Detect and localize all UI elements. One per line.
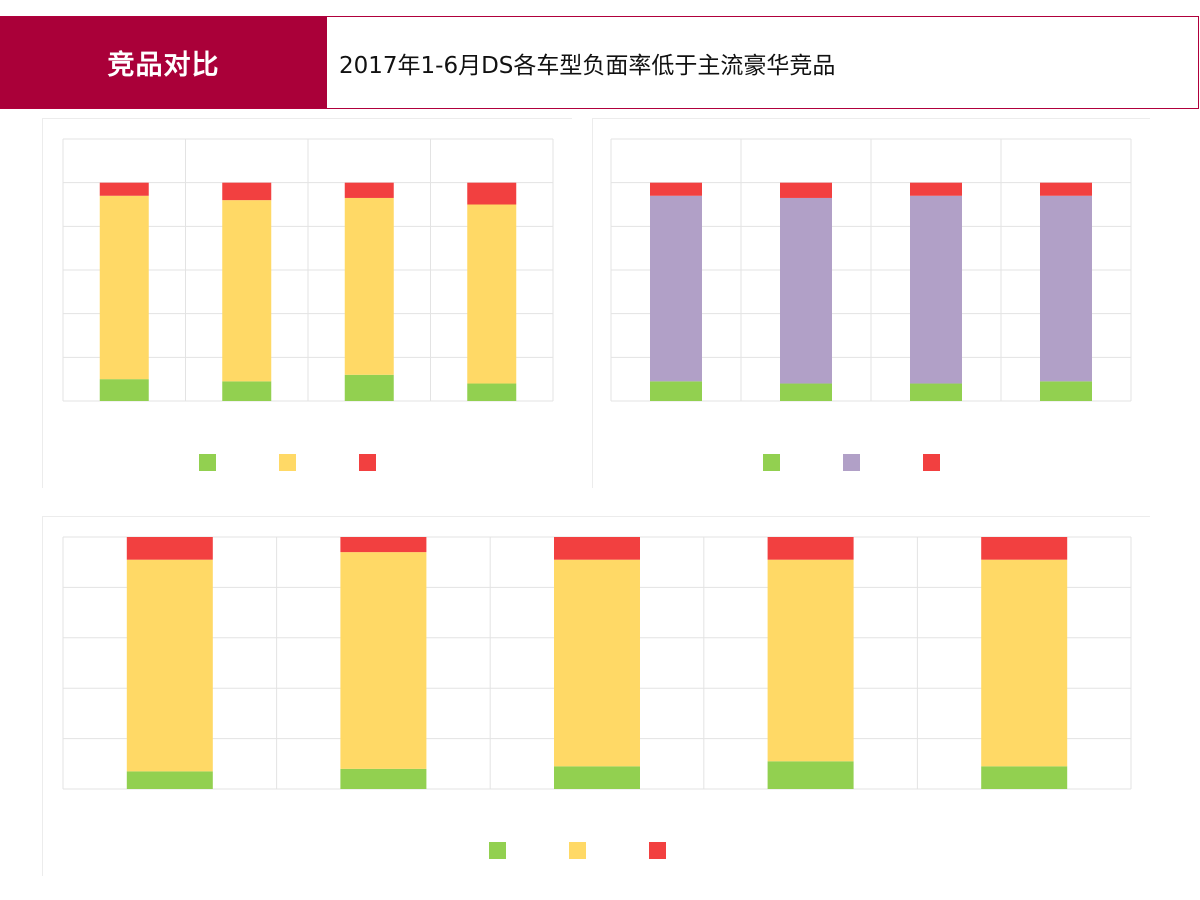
bar-segment-series-1-cat-2 — [344, 197, 394, 375]
legend-item-2 — [923, 454, 940, 471]
legend-swatch — [489, 842, 506, 859]
bar-segment-series-0-cat-3 — [1040, 381, 1092, 401]
bar-segment-series-2-cat-4 — [981, 537, 1068, 560]
chart-bottom — [62, 536, 1132, 790]
chart-panel-top-left — [42, 118, 572, 488]
bar-segment-series-1-cat-3 — [1040, 195, 1092, 382]
bar-segment-series-0-cat-0 — [650, 381, 702, 401]
bar-segment-series-2-cat-2 — [554, 537, 640, 560]
bar-segment-series-1-cat-0 — [99, 195, 149, 380]
bar-segment-series-1-cat-3 — [467, 204, 517, 384]
bar-segment-series-0-cat-3 — [767, 761, 854, 789]
chart-top-left — [62, 138, 554, 402]
bar-segment-series-1-cat-1 — [340, 552, 427, 769]
legend-swatch — [763, 454, 780, 471]
legend-item-0 — [199, 454, 216, 471]
legend-swatch — [359, 454, 376, 471]
chart-legend-top-right — [763, 454, 1003, 471]
page-title: 2017年1-6月DS各车型负面率低于主流豪华竞品 — [327, 17, 1199, 108]
bar-segment-series-1-cat-2 — [910, 195, 962, 384]
legend-item-2 — [359, 454, 376, 471]
bar-segment-series-0-cat-0 — [126, 771, 213, 789]
legend-item-0 — [489, 842, 506, 859]
legend-swatch — [199, 454, 216, 471]
bar-segment-series-1-cat-3 — [767, 559, 854, 762]
legend-swatch — [569, 842, 586, 859]
bar-segment-series-2-cat-3 — [767, 537, 854, 560]
bar-segment-series-1-cat-2 — [554, 559, 640, 767]
legend-item-1 — [569, 842, 586, 859]
bar-segment-series-2-cat-0 — [126, 537, 213, 560]
bar-segment-series-2-cat-1 — [222, 182, 272, 201]
bar-segment-series-1-cat-0 — [650, 195, 702, 382]
bar-segment-series-3-cat-0 — [650, 182, 702, 196]
legend-swatch — [923, 454, 940, 471]
header-bar: 竞品对比 2017年1-6月DS各车型负面率低于主流豪华竞品 — [0, 16, 1199, 109]
legend-item-0 — [763, 454, 780, 471]
bar-segment-series-2-cat-1 — [340, 537, 427, 553]
bar-segment-series-2-cat-3 — [467, 182, 517, 205]
bar-segment-series-3-cat-1 — [780, 182, 832, 198]
bar-segment-series-0-cat-1 — [340, 768, 427, 789]
bar-segment-series-0-cat-4 — [981, 766, 1068, 789]
chart-panel-bottom — [42, 516, 1150, 876]
bar-segment-series-3-cat-2 — [910, 182, 962, 196]
bar-segment-series-0-cat-2 — [910, 383, 962, 401]
legend-swatch — [843, 454, 860, 471]
bar-segment-series-1-cat-1 — [780, 197, 832, 384]
bar-segment-series-0-cat-2 — [554, 766, 640, 789]
bar-segment-series-1-cat-4 — [981, 559, 1068, 767]
legend-item-1 — [279, 454, 296, 471]
bar-segment-series-2-cat-2 — [344, 182, 394, 198]
bar-segment-series-0-cat-3 — [467, 383, 517, 401]
bar-segment-series-0-cat-1 — [780, 383, 832, 401]
bar-segment-series-2-cat-0 — [99, 182, 149, 196]
legend-item-1 — [843, 454, 860, 471]
chart-top-right — [610, 138, 1132, 402]
chart-legend-top-left — [199, 454, 439, 471]
chart-legend-bottom — [489, 842, 729, 859]
bar-segment-series-0-cat-0 — [99, 379, 149, 401]
legend-item-2 — [649, 842, 666, 859]
bar-segment-series-1-cat-0 — [126, 559, 213, 772]
bar-segment-series-0-cat-2 — [344, 374, 394, 401]
chart-panel-top-right — [592, 118, 1150, 488]
bar-segment-series-1-cat-1 — [222, 200, 272, 382]
legend-swatch — [279, 454, 296, 471]
section-tag: 竞品对比 — [0, 17, 327, 108]
bar-segment-series-3-cat-3 — [1040, 182, 1092, 196]
bar-segment-series-0-cat-1 — [222, 381, 272, 401]
legend-swatch — [649, 842, 666, 859]
